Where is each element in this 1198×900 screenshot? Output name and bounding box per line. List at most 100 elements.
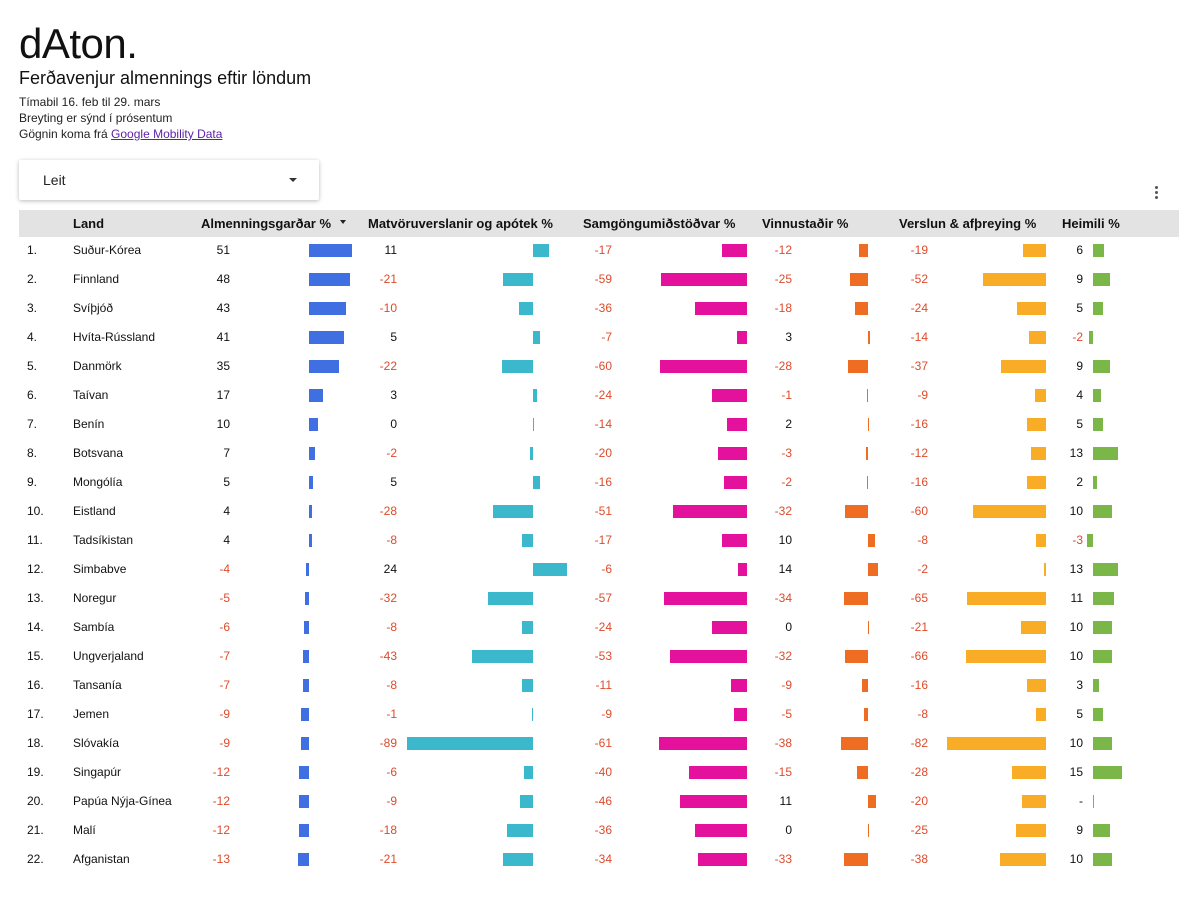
bar-retail: [1036, 534, 1046, 547]
bar-parks: [309, 447, 315, 460]
row-country: Singapúr: [73, 765, 122, 779]
cell-work: 10: [778, 533, 792, 547]
bar-grocery: [521, 534, 533, 547]
row-country: Finnland: [73, 272, 120, 286]
bar-transit: [731, 679, 747, 692]
more-options-icon[interactable]: [1153, 186, 1159, 202]
bar-grocery: [533, 244, 549, 257]
bar-transit: [738, 563, 747, 576]
bar-work: [868, 795, 876, 808]
cell-home: 10: [1069, 620, 1083, 634]
cell-parks: -4: [219, 562, 230, 576]
header-land[interactable]: Land: [73, 216, 105, 231]
cell-parks: 10: [216, 417, 230, 431]
cell-home: 3: [1076, 678, 1083, 692]
bar-retail: [1043, 563, 1046, 576]
cell-grocery: -21: [379, 272, 397, 286]
cell-transit: -36: [594, 823, 612, 837]
row-country: Noregur: [73, 591, 117, 605]
cell-work: 3: [785, 330, 792, 344]
bar-retail: [966, 650, 1046, 663]
cell-home: 10: [1069, 736, 1083, 750]
bar-home: [1089, 331, 1093, 344]
bar-work: [850, 273, 868, 286]
bar-home: [1093, 708, 1103, 721]
cell-grocery: -1: [386, 707, 397, 721]
bar-work: [868, 534, 876, 547]
cell-work: -25: [774, 272, 792, 286]
bar-retail: [983, 273, 1046, 286]
bar-parks: [298, 766, 309, 779]
cell-transit: -60: [594, 359, 612, 373]
cell-retail: -8: [917, 707, 928, 721]
cell-transit: -57: [594, 591, 612, 605]
bar-retail: [1035, 389, 1046, 402]
bar-transit: [689, 766, 747, 779]
cell-retail: -60: [910, 504, 928, 518]
bar-grocery: [521, 621, 533, 634]
cell-home: -3: [1072, 533, 1083, 547]
cell-work: -38: [774, 736, 792, 750]
cell-home: 11: [1070, 591, 1083, 605]
row-country: Tadsíkistan: [73, 533, 134, 547]
bar-parks: [303, 679, 309, 692]
cell-grocery: 11: [384, 243, 397, 257]
bar-grocery: [533, 331, 541, 344]
bar-retail: [1026, 679, 1046, 692]
bar-retail: [1026, 418, 1046, 431]
bar-home: [1093, 505, 1112, 518]
cell-work: -5: [781, 707, 792, 721]
bar-transit: [661, 273, 747, 286]
row-rank: 12.: [27, 562, 44, 576]
bar-grocery: [518, 302, 533, 315]
header-home[interactable]: Heimili %: [1062, 216, 1120, 231]
header-parks[interactable]: Almenningsgarðar %: [201, 216, 332, 231]
cell-parks: -13: [212, 852, 230, 866]
search-dropdown[interactable]: Leit: [19, 160, 319, 200]
source-link[interactable]: Google Mobility Data: [111, 127, 223, 141]
bar-transit: [670, 650, 747, 663]
bar-retail: [1020, 621, 1046, 634]
cell-retail: -14: [910, 330, 928, 344]
bar-work: [844, 853, 868, 866]
bar-grocery: [524, 766, 533, 779]
bar-home: [1093, 418, 1103, 431]
bar-transit: [718, 447, 747, 460]
subtitle-period: Tímabil 16. feb til 29. mars: [19, 95, 161, 109]
cell-work: -2: [781, 475, 792, 489]
bar-transit: [736, 331, 747, 344]
cell-home: -2: [1072, 330, 1083, 344]
header-transit[interactable]: Samgöngumiðstöðvar %: [583, 216, 736, 231]
row-rank: 16.: [27, 678, 44, 692]
row-rank: 7.: [27, 417, 38, 431]
cell-retail: -82: [910, 736, 928, 750]
bar-work: [864, 708, 868, 721]
bar-parks: [303, 650, 309, 663]
sort-descending-icon[interactable]: [340, 220, 346, 224]
bar-grocery: [503, 273, 533, 286]
bar-transit: [658, 737, 747, 750]
cell-retail: -16: [910, 475, 928, 489]
bar-retail: [1031, 447, 1046, 460]
cell-transit: -36: [594, 301, 612, 315]
cell-transit: -11: [595, 678, 612, 692]
bar-parks: [301, 737, 309, 750]
bar-grocery: [487, 592, 533, 605]
bar-home: [1093, 476, 1097, 489]
bar-home: [1093, 679, 1099, 692]
header-retail[interactable]: Verslun & afþreying %: [899, 216, 1037, 231]
cell-work: -15: [774, 765, 792, 779]
cell-retail: -19: [910, 243, 928, 257]
bar-parks: [309, 273, 350, 286]
header-grocery[interactable]: Matvöruverslanir og apótek %: [368, 216, 553, 231]
cell-grocery: -8: [386, 678, 397, 692]
cell-home: 5: [1076, 417, 1083, 431]
cell-retail: -37: [910, 359, 928, 373]
cell-retail: -65: [910, 591, 928, 605]
cell-grocery: -89: [379, 736, 397, 750]
bar-work: [857, 766, 868, 779]
header-work[interactable]: Vinnustaðir %: [762, 216, 849, 231]
bar-grocery: [530, 447, 533, 460]
cell-home: 10: [1069, 504, 1083, 518]
cell-retail: -21: [910, 620, 928, 634]
